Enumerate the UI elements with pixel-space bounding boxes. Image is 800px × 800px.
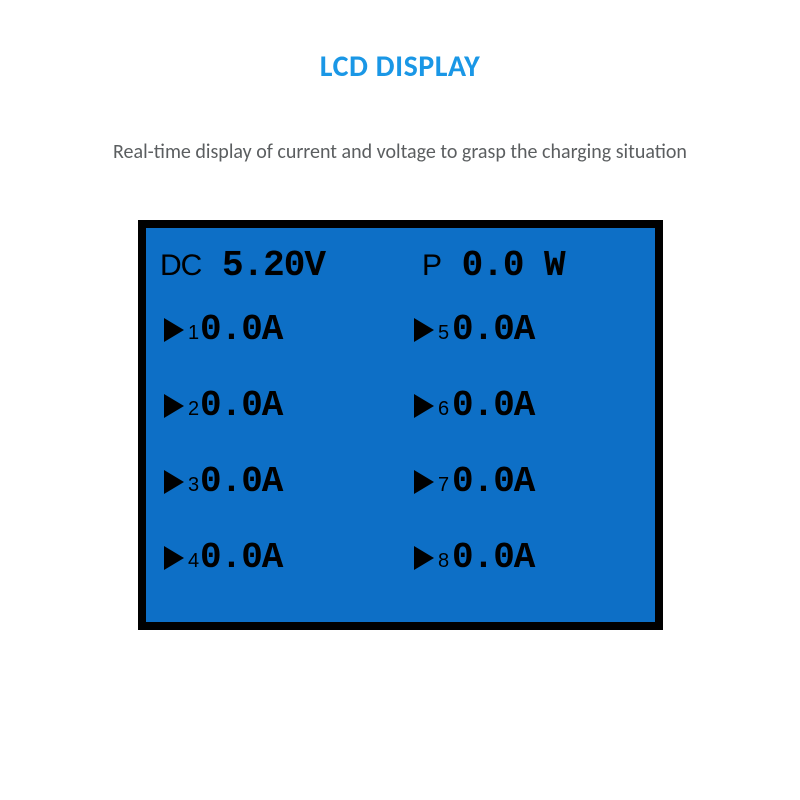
port-value: 0.0A — [452, 464, 534, 500]
port-number: 5 — [438, 322, 449, 345]
triangle-icon — [164, 546, 184, 570]
triangle-icon — [414, 318, 434, 342]
dc-prefix: DC — [160, 249, 201, 282]
port-number: 4 — [188, 550, 199, 573]
port-value: 0.0A — [200, 464, 282, 500]
port-number: 7 — [438, 474, 449, 497]
dc-label: DC 5.20V — [160, 248, 325, 284]
triangle-icon — [164, 394, 184, 418]
power-label: P 0.0 W — [422, 248, 565, 284]
port-value: 0.0A — [452, 388, 534, 424]
port-value: 0.0A — [200, 540, 282, 576]
port-number: 2 — [188, 398, 199, 421]
triangle-icon — [164, 318, 184, 342]
lcd-panel: DC 5.20V P 0.0 W 1 0.0A 2 0.0A 3 0.0A 4 … — [138, 220, 663, 630]
triangle-icon — [414, 470, 434, 494]
port-number: 3 — [188, 474, 199, 497]
port-value: 0.0A — [200, 388, 282, 424]
p-prefix: P — [422, 249, 441, 282]
port-number: 8 — [438, 550, 449, 573]
port-number: 1 — [188, 322, 199, 345]
page-title: LCD DISPLAY — [0, 48, 800, 85]
triangle-icon — [414, 546, 434, 570]
triangle-icon — [164, 470, 184, 494]
port-value: 0.0A — [200, 312, 282, 348]
port-number: 6 — [438, 398, 449, 421]
p-value: 0.0 W — [462, 245, 565, 286]
page-subtitle: Real-time display of current and voltage… — [0, 140, 800, 164]
triangle-icon — [414, 394, 434, 418]
port-value: 0.0A — [452, 540, 534, 576]
dc-value: 5.20V — [222, 245, 325, 286]
port-value: 0.0A — [452, 312, 534, 348]
